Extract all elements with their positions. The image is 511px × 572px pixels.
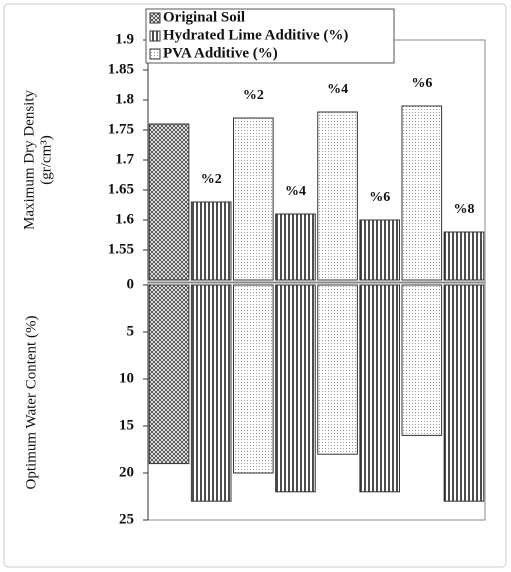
y-tick-label: 1.85 <box>108 61 134 77</box>
bar <box>148 284 190 465</box>
bar <box>190 284 232 502</box>
bar <box>317 284 358 455</box>
y-tick-label: 1.75 <box>108 121 134 137</box>
frame <box>3 3 507 568</box>
legend-entry: Hydrated Lime Additive (%) <box>163 27 348 43</box>
bar-label: %2 <box>243 88 264 103</box>
bar-label: %4 <box>327 82 348 97</box>
legend-entry: Original Soil <box>163 9 245 25</box>
bar <box>401 284 443 436</box>
bar <box>275 213 316 281</box>
bar-label: %6 <box>369 190 390 205</box>
bar <box>233 117 274 281</box>
y-tick-label: 1.55 <box>108 241 134 257</box>
bar-label: %4 <box>285 184 306 199</box>
bar-label: %8 <box>453 202 474 217</box>
legend-entry: PVA Additive (%) <box>163 45 278 61</box>
y-tick-label: 0 <box>127 276 135 292</box>
y-axis-label: Maximum Dry Density <box>21 90 37 230</box>
legend-swatch <box>149 12 161 24</box>
bar <box>190 201 232 281</box>
bar-label: %2 <box>201 172 222 187</box>
y-axis-label: (gr/cm³) <box>38 135 54 184</box>
legend-box <box>145 8 395 64</box>
bar <box>233 284 274 474</box>
y-tick-label: 15 <box>119 417 134 433</box>
bar <box>443 284 485 502</box>
y-tick-label: 1.8 <box>115 91 134 107</box>
bar <box>359 219 400 281</box>
legend-swatch <box>149 30 161 42</box>
bar <box>148 123 190 281</box>
bar <box>317 111 358 281</box>
y-tick-label: 1.9 <box>115 31 134 47</box>
bar <box>275 284 316 493</box>
y-tick-label: 1.65 <box>108 181 134 197</box>
y-tick-label: 1.7 <box>115 151 134 167</box>
bar <box>443 231 485 281</box>
bar <box>401 105 443 281</box>
y-tick-label: 25 <box>119 511 134 527</box>
legend-swatch <box>149 48 161 60</box>
y-tick-label: 5 <box>127 323 135 339</box>
y-tick-label: 10 <box>119 370 134 386</box>
y-tick-label: 20 <box>119 464 134 480</box>
bar <box>359 284 400 493</box>
y-axis-label: Optimum Water Content (%) <box>23 316 39 490</box>
bar-label: %6 <box>411 76 432 91</box>
y-tick-label: 1.6 <box>115 211 134 227</box>
